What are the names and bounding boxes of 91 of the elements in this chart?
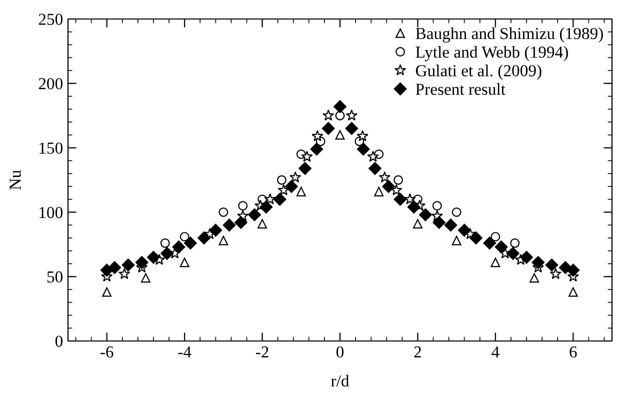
point [118,268,130,280]
point [356,130,368,142]
point [273,192,286,206]
point [108,261,122,274]
point [506,246,520,260]
point [470,232,482,244]
point [382,180,396,193]
point [312,130,324,142]
point [335,130,345,140]
legend-label: Baughn and Shimizu (1989) [416,27,603,43]
point [102,287,112,297]
x-tick-label: 6 [570,346,577,358]
point [568,287,578,297]
legend-label: Lytle and Webb (1994) [416,46,568,62]
point [346,109,358,121]
point [530,273,540,283]
point [172,240,186,254]
y-tick-label: 250 [38,14,63,25]
point [444,218,458,232]
point [184,236,197,250]
y-tick-label: 200 [38,78,63,90]
point [276,175,286,185]
legend-label: Gulati et al. (2009) [416,64,542,80]
point [394,175,404,185]
point [394,192,407,206]
point [566,264,580,277]
point [510,238,520,248]
x-tick-label: -6 [100,346,114,358]
point [160,246,174,260]
point [234,216,248,229]
point [532,256,545,269]
x-tick-label: 0 [336,346,344,358]
point [284,180,298,193]
point [260,200,273,214]
point [335,110,345,120]
point [209,224,222,237]
point [356,142,370,156]
point [140,273,150,283]
point [180,232,190,242]
point [452,236,462,246]
point [490,232,500,242]
point [278,184,290,196]
point [198,232,210,244]
point [490,258,500,268]
point [122,258,135,272]
point [238,201,248,210]
point [248,208,261,222]
x-tick-label: 2 [414,346,421,358]
y-tick-label: 100 [40,206,63,218]
x-tick-label: -2 [256,346,268,358]
point [289,171,302,182]
point [412,219,422,229]
point [432,201,442,210]
y-tick-label: 50 [47,271,63,283]
point [296,186,306,196]
point [322,109,334,121]
x-tick-label: 4 [492,346,500,358]
point [218,207,228,217]
point [550,268,562,280]
point [301,150,313,162]
point [222,218,236,232]
point [452,207,462,217]
point [494,240,508,254]
point [368,162,382,175]
point [545,258,558,272]
point [298,162,312,175]
point [432,216,446,229]
point [322,122,335,135]
point [258,219,268,229]
point [218,236,228,246]
point [310,142,324,156]
point [180,258,190,268]
point [374,186,384,196]
point [135,256,148,269]
point [334,100,346,114]
point [367,150,379,162]
point [483,236,496,250]
y-tick-label: 0 [55,336,63,347]
point [458,224,471,237]
y-tick-label: 150 [40,142,63,154]
point [147,250,160,264]
point [378,171,391,182]
point [419,208,432,222]
x-tick-label: -4 [178,346,192,358]
point [160,238,170,248]
y-axis-title: Nu [10,170,21,190]
x-axis-title: r/d [331,374,350,387]
point [520,250,533,264]
point [407,200,420,214]
point [345,122,358,135]
legend-label: Present result [416,83,506,95]
